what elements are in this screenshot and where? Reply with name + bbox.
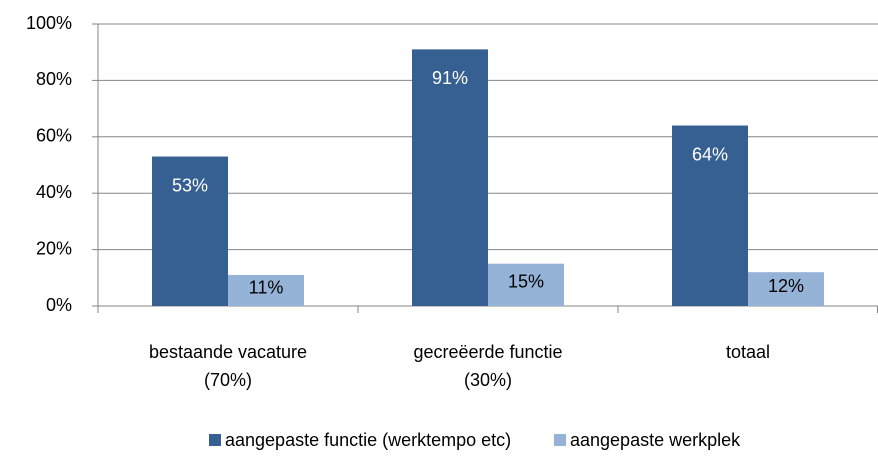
y-tick-label: 100% bbox=[26, 13, 72, 33]
bar bbox=[412, 49, 488, 306]
x-tick-label: gecreëerde functie (30%) bbox=[413, 342, 563, 390]
y-tick-label: 0% bbox=[46, 295, 72, 315]
bar bbox=[488, 263, 564, 306]
bar bbox=[748, 272, 824, 306]
bar bbox=[152, 156, 228, 306]
data-label: 91% bbox=[432, 68, 468, 88]
bar bbox=[672, 125, 748, 307]
legend-label: aangepaste werkplek bbox=[570, 430, 741, 450]
legend-swatch bbox=[554, 434, 566, 446]
data-label: 12% bbox=[768, 276, 804, 296]
data-label: 53% bbox=[172, 175, 208, 195]
y-tick-label: 80% bbox=[36, 69, 72, 89]
x-tick-label: totaal bbox=[725, 342, 771, 362]
y-tick-label: 40% bbox=[36, 182, 72, 202]
y-tick-label: 60% bbox=[36, 126, 72, 146]
data-label: 11% bbox=[249, 278, 284, 298]
data-label: 15% bbox=[508, 271, 544, 291]
bar bbox=[228, 274, 304, 306]
legend-label: aangepaste functie (werktempo etc) bbox=[225, 430, 511, 450]
y-tick-label: 20% bbox=[36, 238, 72, 258]
data-label: 64% bbox=[692, 144, 728, 164]
x-tick-label: bestaande vacature (70%) bbox=[148, 342, 308, 390]
legend-swatch bbox=[209, 434, 221, 446]
